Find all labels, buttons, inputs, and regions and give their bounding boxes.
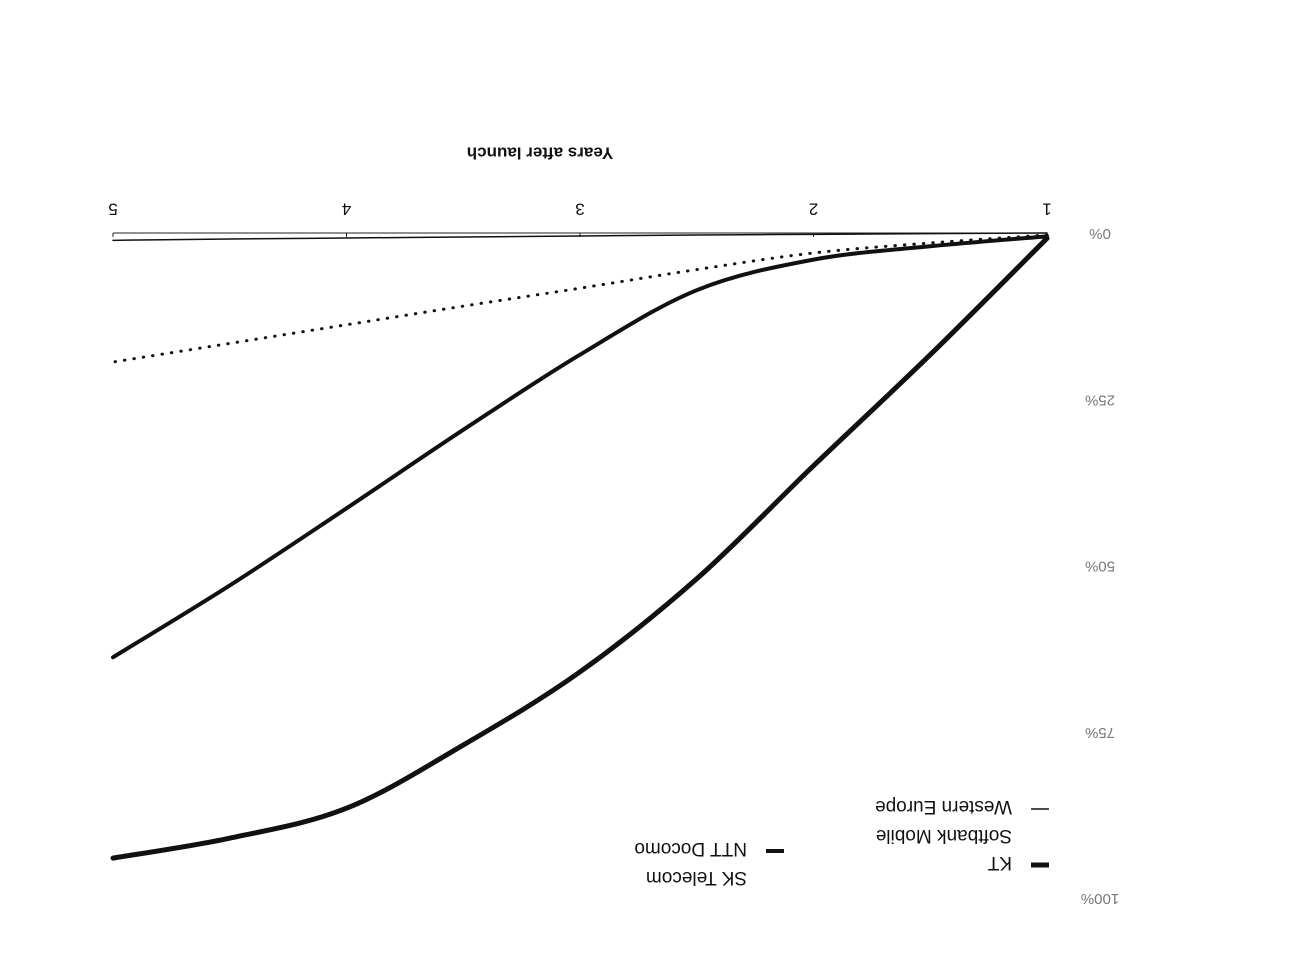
y-tick-label: 25%	[1085, 391, 1115, 408]
x-tick-label: 4	[342, 200, 351, 219]
legend-label: SK Telecom	[646, 867, 747, 888]
legend-label: NTT Docomo	[634, 838, 747, 859]
legend-label: KT	[987, 852, 1012, 873]
series-line	[112, 232, 1048, 242]
x-tick-label: 3	[575, 200, 584, 219]
y-tick-label: 0%	[1089, 225, 1111, 242]
y-tick-label: 100%	[1081, 890, 1119, 907]
series-line	[111, 233, 1049, 364]
x-tick-label: 1	[1042, 200, 1051, 219]
series-line	[111, 234, 1049, 660]
y-tick-label: 50%	[1085, 558, 1115, 575]
x-axis-label: Years after launch	[467, 144, 613, 163]
legend-label: Softbank Mobile	[876, 825, 1012, 846]
x-tick-label: 2	[809, 200, 818, 219]
x-tick-label: 5	[108, 200, 117, 219]
legend-label: Western Europe	[875, 796, 1012, 817]
y-tick-label: 75%	[1085, 724, 1115, 741]
series-line	[110, 235, 1050, 861]
